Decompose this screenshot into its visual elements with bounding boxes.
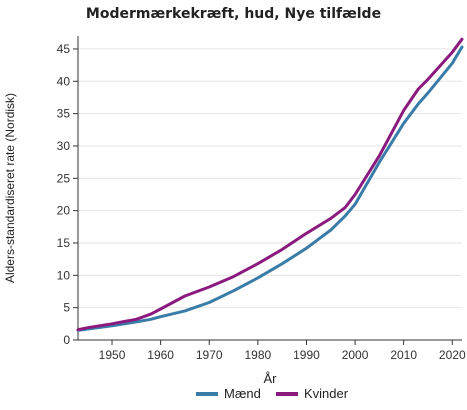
y-tick-label: 35: [57, 107, 71, 121]
y-axis-label: Alders-standardiseret rate (Nordisk): [3, 93, 17, 283]
series-line-maend: [76, 45, 464, 332]
x-tick-label: 1990: [293, 348, 320, 362]
y-tick-label: 0: [63, 333, 70, 347]
legend-label-kvinder: Kvinder: [304, 386, 349, 401]
x-tick-label: 1960: [147, 348, 174, 362]
x-tick-label: 1980: [244, 348, 271, 362]
y-tick-label: 25: [57, 171, 71, 185]
y-tick-label: 40: [57, 74, 71, 88]
y-tick-label: 5: [63, 301, 70, 315]
x-tick-label: 1950: [99, 348, 126, 362]
chart-title: Modermærkekræft, hud, Nye tilfælde: [85, 6, 382, 22]
series-line-kvinder: [76, 37, 464, 332]
x-tick-label: 2020: [439, 348, 466, 362]
x-tick-label: 2010: [390, 348, 417, 362]
y-tick-label: 10: [57, 268, 71, 282]
x-tick-label: 2000: [342, 348, 369, 362]
y-tick-label: 20: [57, 204, 71, 218]
y-tick-label: 30: [57, 139, 71, 153]
legend-label-maend: Mænd: [224, 386, 261, 401]
x-axis-label: År: [264, 371, 278, 386]
y-tick-label: 15: [57, 236, 71, 250]
y-tick-label: 45: [57, 42, 71, 56]
x-tick-label: 1970: [196, 348, 223, 362]
